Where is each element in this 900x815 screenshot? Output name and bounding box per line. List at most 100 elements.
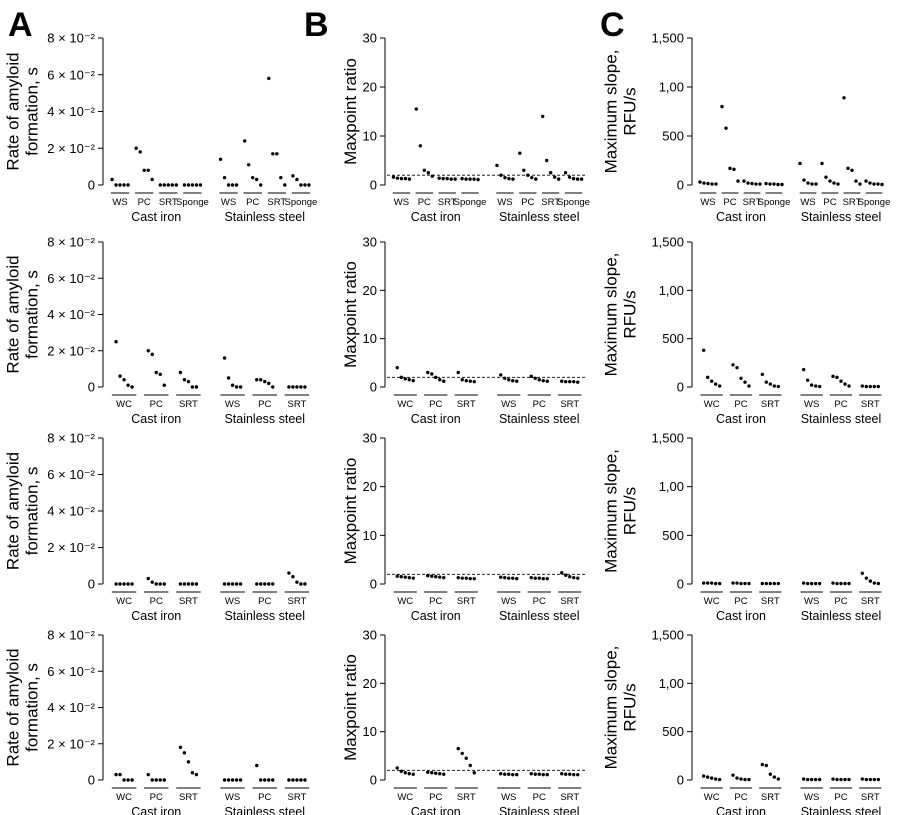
data-point: [747, 777, 751, 782]
data-point: [760, 762, 765, 767]
category-label: SRT: [861, 399, 880, 410]
data-point: [764, 181, 768, 186]
data-point: [194, 385, 199, 389]
data-point: [399, 769, 403, 773]
data-point: [533, 576, 537, 580]
data-point: [287, 571, 291, 575]
data-point: [142, 168, 146, 172]
data-point: [754, 182, 758, 186]
data-point: [275, 152, 279, 156]
y-tick-label: 4 × 10⁻²: [47, 504, 95, 519]
y-axis-label-line: RFU/s: [621, 683, 640, 731]
y-axis-label-line: Maximum slope,: [602, 449, 621, 573]
data-point: [407, 575, 411, 580]
category-label: SRT: [457, 596, 476, 607]
data-point: [464, 379, 468, 383]
data-point: [864, 384, 869, 389]
data-point: [747, 581, 751, 586]
data-point: [456, 575, 460, 580]
y-axis-label-line: Maxpoint ratio: [341, 458, 360, 565]
data-point: [430, 574, 434, 578]
data-point: [442, 575, 446, 580]
data-point: [437, 176, 441, 180]
data-point: [186, 379, 191, 384]
y-tick-label: 0: [370, 178, 377, 193]
data-point: [518, 151, 522, 155]
y-axis-label-line: formation, s: [23, 467, 42, 556]
data-point: [150, 778, 154, 782]
data-point: [267, 381, 271, 386]
data-point: [846, 166, 850, 171]
data-point: [724, 126, 728, 130]
category-label: WS: [497, 197, 512, 208]
data-point: [178, 745, 183, 750]
y-axis-label: Rate of amyloidformation, s: [4, 648, 42, 766]
data-point: [299, 582, 303, 586]
y-axis-label-line: formation, s: [23, 663, 42, 752]
data-point: [162, 183, 167, 187]
category-label: SRT: [843, 197, 862, 208]
category-label: SRT: [560, 596, 579, 607]
data-point: [267, 582, 271, 586]
data-point: [267, 778, 271, 782]
y-tick-label: 2 × 10⁻²: [47, 540, 95, 555]
category-label: PC: [723, 197, 736, 208]
data-point: [768, 182, 772, 186]
data-point: [395, 365, 399, 370]
y-tick-label: 500: [662, 331, 684, 346]
data-point: [831, 374, 835, 379]
data-point: [717, 384, 722, 388]
category-label: SRT: [267, 197, 286, 208]
y-tick-label: 500: [662, 724, 684, 739]
y-tick-label: 8 × 10⁻²: [47, 31, 95, 46]
category-label: Sponge: [454, 197, 487, 208]
category-label: SRT: [457, 792, 476, 803]
group-label: Cast iron: [411, 609, 461, 623]
data-point: [743, 380, 747, 384]
category-label: WC: [397, 792, 413, 803]
data-point: [731, 363, 735, 367]
data-point: [190, 771, 195, 775]
data-point: [876, 581, 881, 586]
category-label: Sponge: [557, 197, 590, 208]
y-tick-label: 6 × 10⁻²: [47, 664, 95, 679]
data-point: [130, 385, 134, 389]
data-point: [259, 582, 263, 586]
data-point: [190, 582, 195, 586]
data-point: [170, 183, 175, 187]
data-point: [568, 379, 572, 384]
data-point: [739, 581, 743, 586]
y-tick-label: 1,00: [659, 80, 684, 95]
data-point: [299, 183, 303, 187]
data-point: [876, 777, 881, 782]
data-point: [709, 379, 714, 383]
data-point: [250, 175, 255, 180]
group-label: Stainless steel: [801, 412, 882, 426]
data-point: [407, 378, 411, 382]
data-point: [847, 384, 851, 388]
data-point: [403, 771, 407, 775]
data-point: [174, 183, 179, 187]
group-label: Stainless steel: [801, 805, 882, 815]
category-label: PC: [834, 792, 847, 803]
category-label: SRT: [287, 596, 306, 607]
data-point: [540, 114, 545, 119]
data-point: [836, 182, 840, 186]
category-label: PC: [429, 596, 442, 607]
data-point: [295, 778, 299, 782]
category-label: WS: [501, 596, 516, 607]
y-tick-label: 0: [88, 178, 95, 193]
data-point: [832, 181, 836, 185]
data-point: [230, 183, 235, 187]
data-point: [246, 163, 251, 167]
y-axis-label-line: formation, s: [23, 67, 42, 156]
data-point: [701, 774, 706, 778]
data-point: [472, 576, 476, 581]
data-point: [114, 582, 118, 586]
data-point: [731, 581, 735, 585]
data-point: [426, 574, 430, 578]
y-axis-label-line: Maxpoint ratio: [341, 261, 360, 368]
chart-a-row1: 0 2 × 10⁻² 4 × 10⁻² 6 × 10⁻² 8 × 10⁻² Rate of…: [4, 31, 318, 225]
category-label: SRT: [438, 197, 457, 208]
